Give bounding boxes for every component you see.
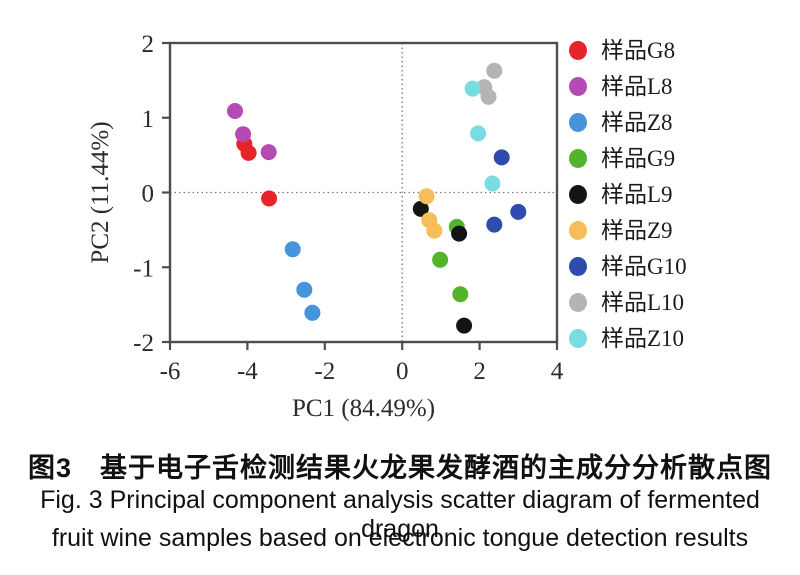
legend-item-样品G10: 样品G10	[569, 248, 687, 284]
legend-label: 样品G9	[601, 145, 676, 171]
data-point-样品L8	[227, 103, 243, 119]
caption-english-line2: fruit wine samples based on electronic t…	[51, 524, 749, 552]
x-axis-tick-label: 0	[396, 358, 409, 385]
data-point-样品G9	[452, 286, 469, 303]
chart-legend: 样品G8 样品L8 样品Z8 样品G9 样品L9 样品Z9 样品G10 样品L10 样品Z10	[569, 32, 687, 356]
legend-item-样品L10: 样品L10	[569, 284, 687, 320]
data-point-样品Z10	[464, 80, 481, 97]
legend-item-样品Z10: 样品Z10	[569, 320, 687, 356]
x-axis-tick-label: -2	[314, 358, 335, 385]
data-point-样品Z8	[296, 281, 313, 298]
legend-label: 样品G10	[601, 253, 687, 279]
x-axis-title: PC1 (84.49%)	[292, 395, 435, 422]
y-axis-tick-label: 1	[142, 106, 155, 133]
legend-dot-icon	[569, 292, 587, 312]
data-point-样品Z8	[284, 241, 301, 258]
data-point-样品Z9	[426, 222, 443, 239]
data-point-样品G8	[240, 144, 257, 161]
data-point-样品G10	[510, 203, 527, 220]
caption-english-line1: Fig. 3 Principal component analysis scat…	[40, 486, 760, 543]
legend-item-样品L9: 样品L9	[569, 176, 687, 212]
y-axis-tick-label: -1	[133, 255, 154, 282]
x-axis-tick-label: 2	[473, 358, 486, 385]
legend-item-样品Z8: 样品Z8	[569, 104, 687, 140]
legend-item-样品G8: 样品G8	[569, 32, 687, 68]
data-point-样品L9	[451, 225, 468, 242]
legend-dot-icon	[569, 40, 587, 60]
y-axis-tick-label: -2	[133, 330, 154, 357]
y-axis-tick-label: 2	[142, 31, 155, 58]
data-point-样品G10	[493, 149, 510, 166]
legend-dot-icon	[569, 220, 587, 240]
legend-dot-icon	[569, 256, 587, 276]
x-axis-tick-label: -6	[160, 358, 181, 385]
legend-label: 样品G8	[601, 37, 676, 63]
legend-dot-icon	[569, 184, 587, 204]
legend-dot-icon	[569, 112, 587, 132]
data-point-样品L9	[412, 200, 429, 217]
data-point-样品Z10	[484, 175, 501, 192]
data-point-样品Z9	[418, 188, 435, 205]
legend-label: 样品L9	[601, 181, 673, 207]
legend-label: 样品Z9	[601, 217, 673, 243]
y-axis-tick-label: 0	[142, 181, 155, 208]
legend-item-样品Z9: 样品Z9	[569, 212, 687, 248]
legend-dot-icon	[569, 148, 587, 168]
data-point-样品L8	[235, 126, 252, 143]
pca-scatter-plot: -6 -4 -2 0 2 4 2 1 0 -1 -2 PC1 (84.49%) PC2 (11.44%)	[87, 31, 564, 422]
legend-label: 样品L8	[601, 73, 673, 99]
data-point-样品G9	[432, 251, 449, 268]
legend-label: 样品Z8	[601, 109, 673, 135]
legend-label: 样品Z10	[601, 325, 685, 351]
data-point-样品G10	[486, 216, 503, 233]
legend-dot-icon	[569, 328, 587, 348]
y-axis-title: PC2 (11.44%)	[87, 121, 114, 263]
x-axis-tick-label: 4	[551, 358, 564, 385]
data-point-样品L10	[480, 88, 497, 105]
data-point-样品Z8	[304, 304, 321, 321]
data-point-样品L9	[456, 317, 473, 334]
data-point-样品L8	[260, 144, 277, 161]
data-point-样品G8	[261, 190, 278, 207]
legend-label: 样品L10	[601, 289, 685, 315]
x-axis-tick-label: -4	[237, 358, 258, 385]
legend-item-样品L8: 样品L8	[569, 68, 687, 104]
data-point-样品Z10	[470, 125, 487, 142]
data-point-样品L10	[486, 62, 503, 79]
caption-chinese: 图3 基于电子舌检测结果火龙果发酵酒的主成分分析散点图	[27, 453, 772, 483]
legend-dot-icon	[569, 76, 587, 96]
legend-item-样品G9: 样品G9	[569, 140, 687, 176]
